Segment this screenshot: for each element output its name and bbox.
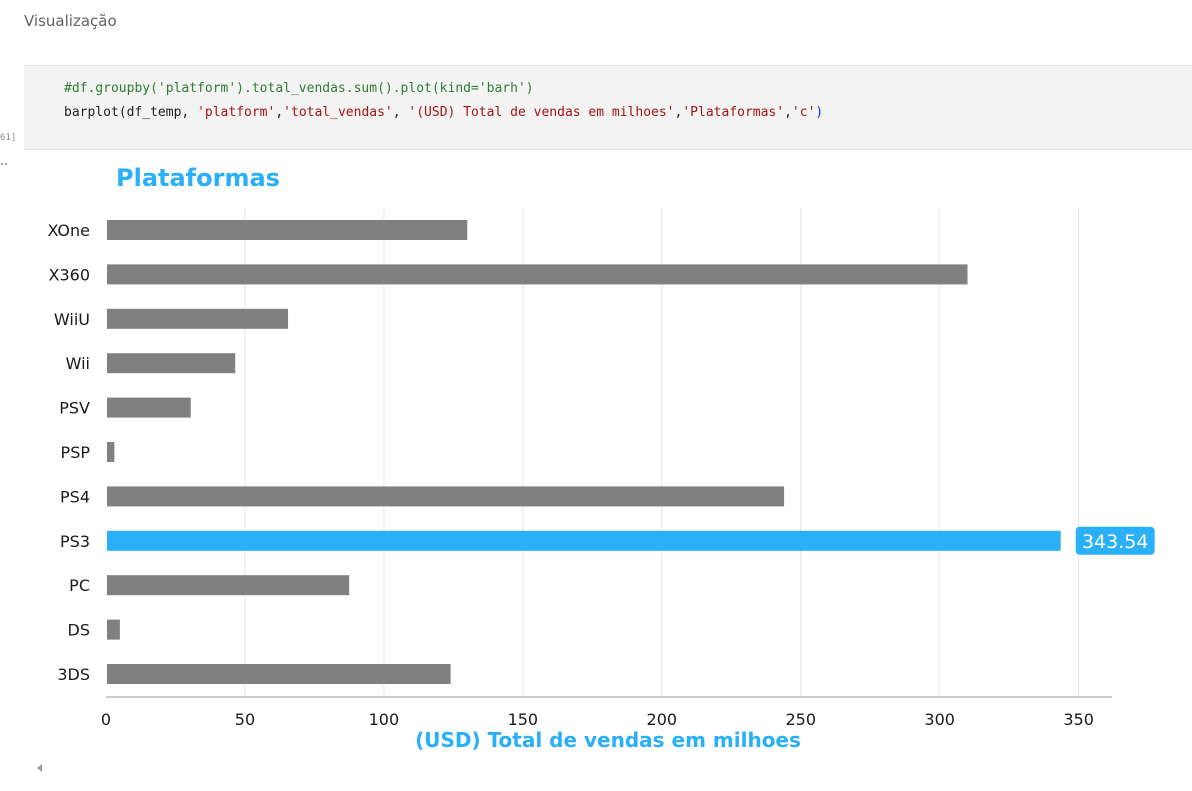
code-sep-1: , bbox=[275, 105, 284, 120]
bar-3ds bbox=[107, 664, 451, 684]
bar-pc bbox=[107, 575, 350, 596]
section-heading: Visualização bbox=[24, 12, 117, 30]
bar-xone bbox=[107, 220, 468, 240]
y-tick-label: PC bbox=[69, 576, 90, 595]
chart-title: Plataformas bbox=[116, 164, 280, 192]
bar-ps4 bbox=[107, 486, 785, 507]
code-close-paren: ) bbox=[815, 105, 824, 120]
bar-psv bbox=[107, 397, 191, 418]
code-sep-4: , bbox=[784, 105, 792, 120]
x-tick-label: 350 bbox=[1063, 710, 1094, 729]
code-comment-line: #df.groupby('platform').total_vendas.sum… bbox=[64, 81, 534, 96]
code-cell[interactable]: #df.groupby('platform').total_vendas.sum… bbox=[24, 65, 1192, 150]
label-layer: 0 50 100 150 200 250 300 350 XOne X360 WiiU Wii PSV P… bbox=[47, 221, 1155, 729]
x-tick-label: 300 bbox=[924, 710, 955, 729]
code-call-line: barplot(df_temp, 'platform','total_venda… bbox=[64, 105, 823, 120]
bar-ps3 bbox=[107, 530, 1061, 551]
y-tick-label: 3DS bbox=[57, 665, 90, 684]
bar-wiiu bbox=[107, 308, 289, 329]
x-tick-label: 100 bbox=[369, 710, 400, 729]
bar-wii bbox=[107, 353, 236, 374]
code-arg-1: 'platform' bbox=[197, 105, 276, 120]
code-arg-2: 'total_vendas' bbox=[283, 105, 393, 120]
y-tick-label: PS3 bbox=[60, 532, 90, 551]
y-tick-label: DS bbox=[68, 621, 90, 640]
y-tick-label: XOne bbox=[47, 221, 90, 240]
bar-layer bbox=[107, 220, 1061, 684]
bar-x360 bbox=[107, 264, 968, 285]
y-tick-label: X360 bbox=[49, 265, 91, 284]
code-arg-3: '(USD) Total de vendas em milhoes' bbox=[408, 105, 675, 120]
value-label-box bbox=[1075, 526, 1155, 555]
x-tick-label: 250 bbox=[785, 710, 816, 729]
x-tick-label: 150 bbox=[508, 710, 539, 729]
bar-psp bbox=[107, 442, 115, 462]
grid-layer bbox=[106, 208, 1112, 698]
y-tick-label: PSV bbox=[59, 399, 90, 418]
y-tick-label: WiiU bbox=[54, 310, 90, 329]
bar-ds bbox=[107, 619, 120, 640]
y-tick-label: PSP bbox=[61, 443, 91, 462]
x-tick-label: 50 bbox=[235, 710, 255, 729]
x-tick-label: 0 bbox=[101, 710, 111, 729]
output-marker[interactable]: .. bbox=[0, 154, 9, 169]
execution-count: 61] bbox=[0, 133, 17, 143]
code-arg-5: 'c' bbox=[791, 105, 816, 120]
code-arg-4: 'Plataformas' bbox=[682, 105, 785, 120]
code-sep-3: , bbox=[674, 105, 683, 120]
value-label: 343.54 bbox=[1082, 531, 1148, 553]
code-func: barplot(df_temp, bbox=[64, 105, 198, 120]
code-sep-2: , bbox=[392, 105, 409, 120]
x-tick-label: 200 bbox=[647, 710, 678, 729]
x-axis-title: (USD) Total de vendas em milhoes bbox=[415, 728, 801, 752]
y-tick-label: PS4 bbox=[60, 487, 90, 506]
scroll-left-arrow-icon[interactable] bbox=[37, 764, 42, 772]
y-tick-label: Wii bbox=[66, 354, 90, 373]
